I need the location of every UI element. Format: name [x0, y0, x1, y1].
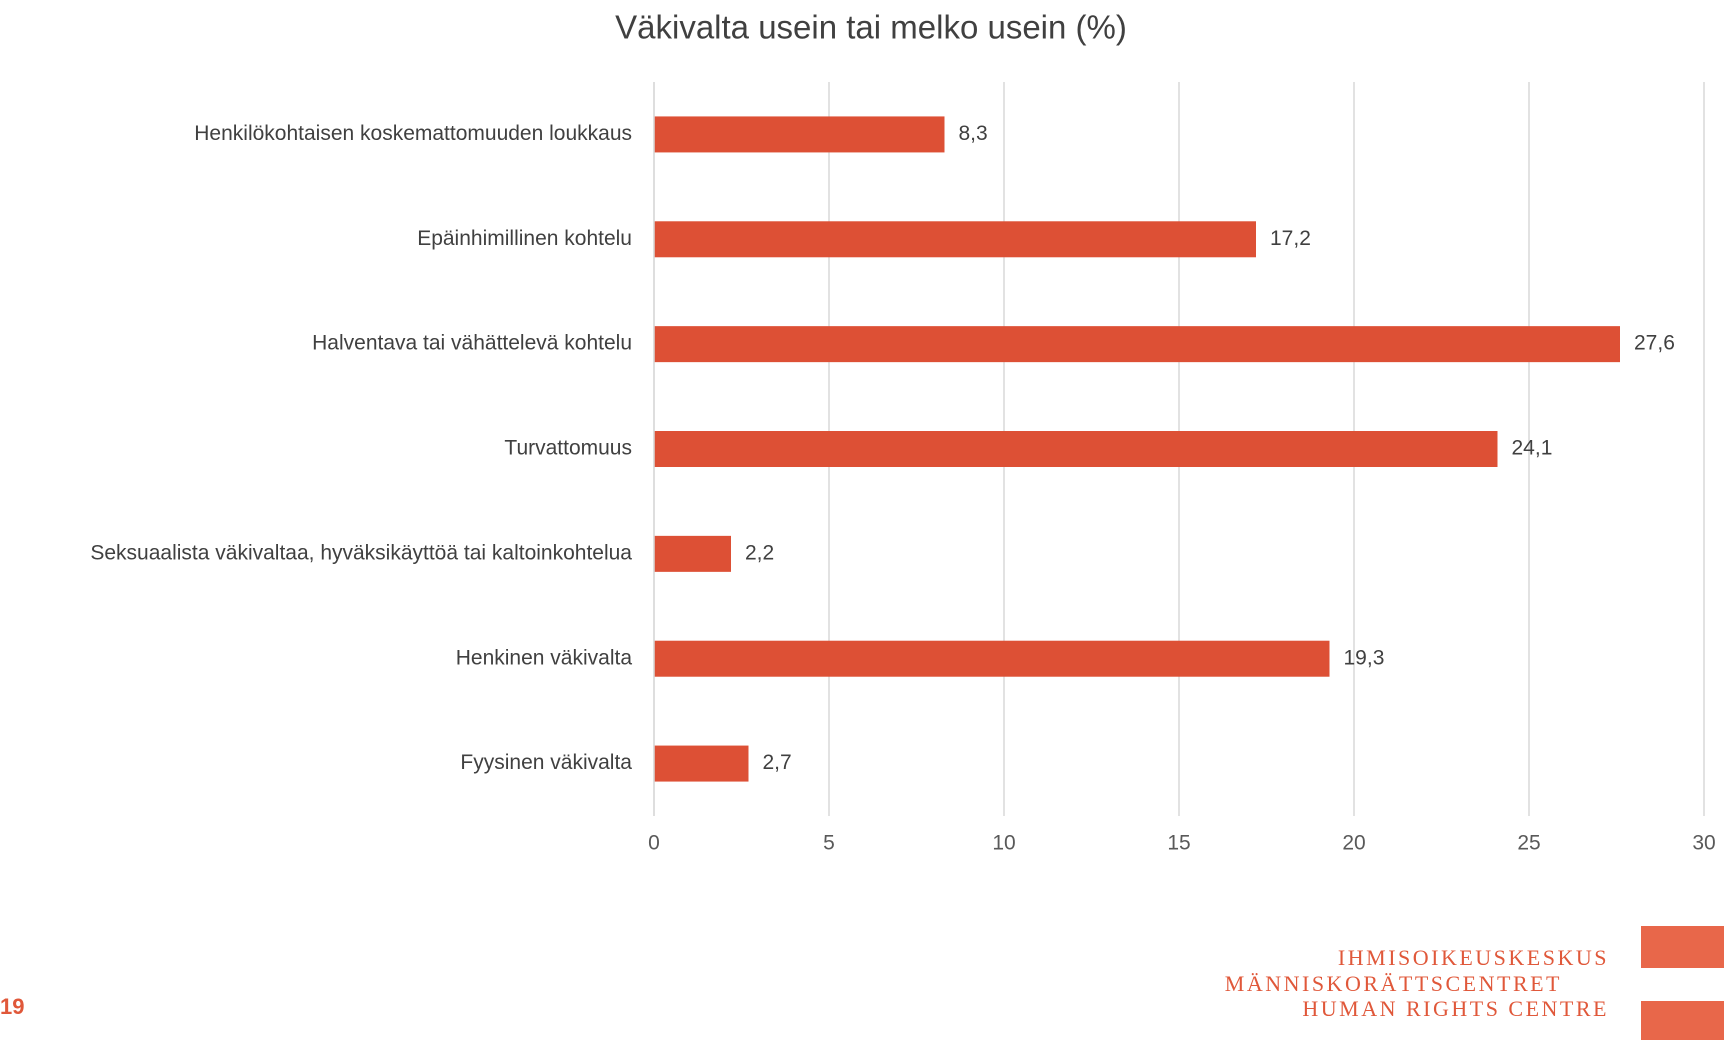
logo-text: HUMAN RIGHTS CENTRE [1302, 996, 1609, 1021]
logo-block [1641, 926, 1724, 968]
chart-title: Väkivalta usein tai melko usein (%) [615, 9, 1127, 46]
y-tick-label: Henkilökohtaisen koskemattomuuden loukka… [194, 122, 632, 145]
value-label: 24,1 [1512, 437, 1553, 460]
y-tick-label: Seksuaalista väkivaltaa, hyväksikäyttöä … [90, 541, 632, 564]
bar [654, 640, 1330, 677]
logo-text: MÄNNISKORÄTTSCENTRET [1225, 971, 1562, 996]
bar [654, 431, 1498, 467]
x-tick-label: 25 [1517, 832, 1540, 855]
value-label: 17,2 [1270, 227, 1311, 250]
y-tick-label: Fyysinen väkivalta [460, 751, 632, 774]
y-tick-label: Turvattomuus [504, 437, 632, 460]
x-tick-label: 30 [1692, 832, 1715, 855]
value-label: 27,6 [1634, 332, 1675, 355]
value-label: 2,7 [763, 751, 792, 774]
bar [654, 326, 1620, 363]
y-tick-label: Henkinen väkivalta [456, 646, 633, 669]
x-tick-label: 0 [648, 832, 660, 855]
x-tick-label: 15 [1167, 832, 1190, 855]
x-tick-label: 10 [992, 832, 1015, 855]
logo-block [1641, 1001, 1724, 1040]
bar [654, 221, 1256, 258]
y-tick-label: Epäinhimillinen kohtelu [417, 227, 632, 250]
x-tick-label: 5 [823, 832, 835, 855]
page-number: 19 [0, 994, 24, 1019]
value-label: 19,3 [1344, 646, 1385, 669]
bar [654, 535, 731, 572]
value-label: 8,3 [959, 122, 988, 145]
logo-text: IHMISOIKEUSKESKUS [1338, 945, 1609, 970]
y-tick-label: Halventava tai vähättelevä kohtelu [312, 332, 632, 355]
value-label: 2,2 [745, 541, 774, 564]
x-tick-label: 20 [1342, 832, 1365, 855]
bar [654, 116, 945, 153]
bar [654, 745, 749, 782]
